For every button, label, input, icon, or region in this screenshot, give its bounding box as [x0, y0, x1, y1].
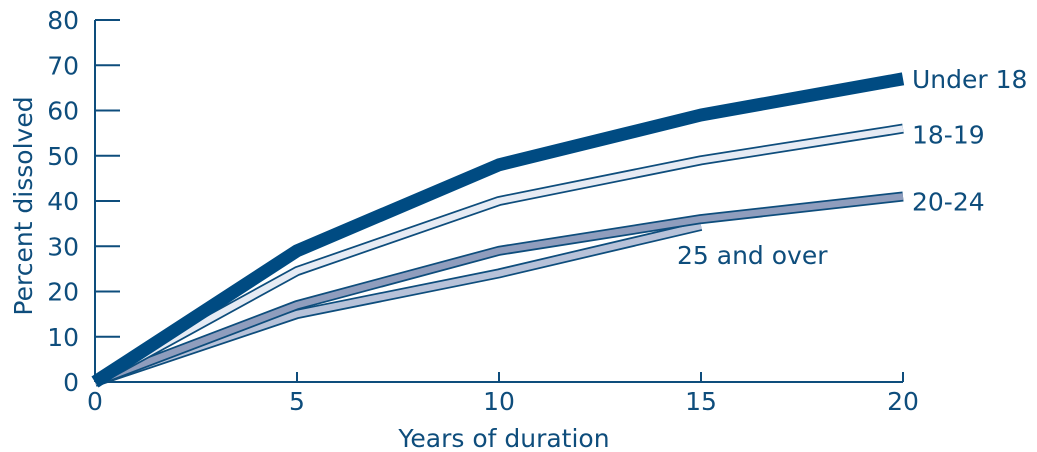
series-label-20-24: 20-24	[912, 187, 985, 216]
series-label-under-18: Under 18	[912, 65, 1027, 94]
x-tick-label: 15	[685, 387, 717, 416]
chart-labels: Under 18 18-19 20-24 25 and over	[677, 65, 1027, 270]
series-label-18-19: 18-19	[912, 121, 985, 150]
x-tick-label: 10	[483, 387, 515, 416]
y-tick-label: 0	[63, 368, 79, 397]
y-tick-label: 40	[47, 187, 79, 216]
y-tick-label: 20	[47, 278, 79, 307]
y-tick-label: 30	[47, 232, 79, 261]
series-line-under-18	[91, 72, 905, 388]
x-axis-title: Years of duration	[397, 424, 609, 452]
y-tick-label: 80	[47, 6, 79, 35]
series-label-25-and-over: 25 and over	[677, 241, 828, 270]
chart-axes: 0 10 20 30 40 50 60 70 80 0 5 10 15 20	[47, 6, 919, 416]
x-tick-label: 20	[887, 387, 919, 416]
series-line-20-24	[93, 193, 904, 386]
series-20-24	[93, 191, 904, 387]
x-tick-label: 0	[87, 387, 103, 416]
series-18-19	[92, 123, 904, 387]
x-tick-label: 5	[289, 387, 305, 416]
chart-series-layer	[91, 72, 905, 388]
series-line-18-19	[93, 125, 904, 385]
series-25-and-over	[93, 221, 703, 387]
y-tick-label: 60	[47, 97, 79, 126]
series-outline-20-24	[93, 191, 904, 387]
y-axis-title: Percent dissolved	[9, 96, 38, 315]
y-tick-label: 70	[47, 51, 79, 80]
series-line-25-and-over	[93, 222, 702, 386]
y-tick-label: 50	[47, 142, 79, 171]
y-tick-label: 10	[47, 323, 79, 352]
series-under-18	[91, 72, 905, 388]
